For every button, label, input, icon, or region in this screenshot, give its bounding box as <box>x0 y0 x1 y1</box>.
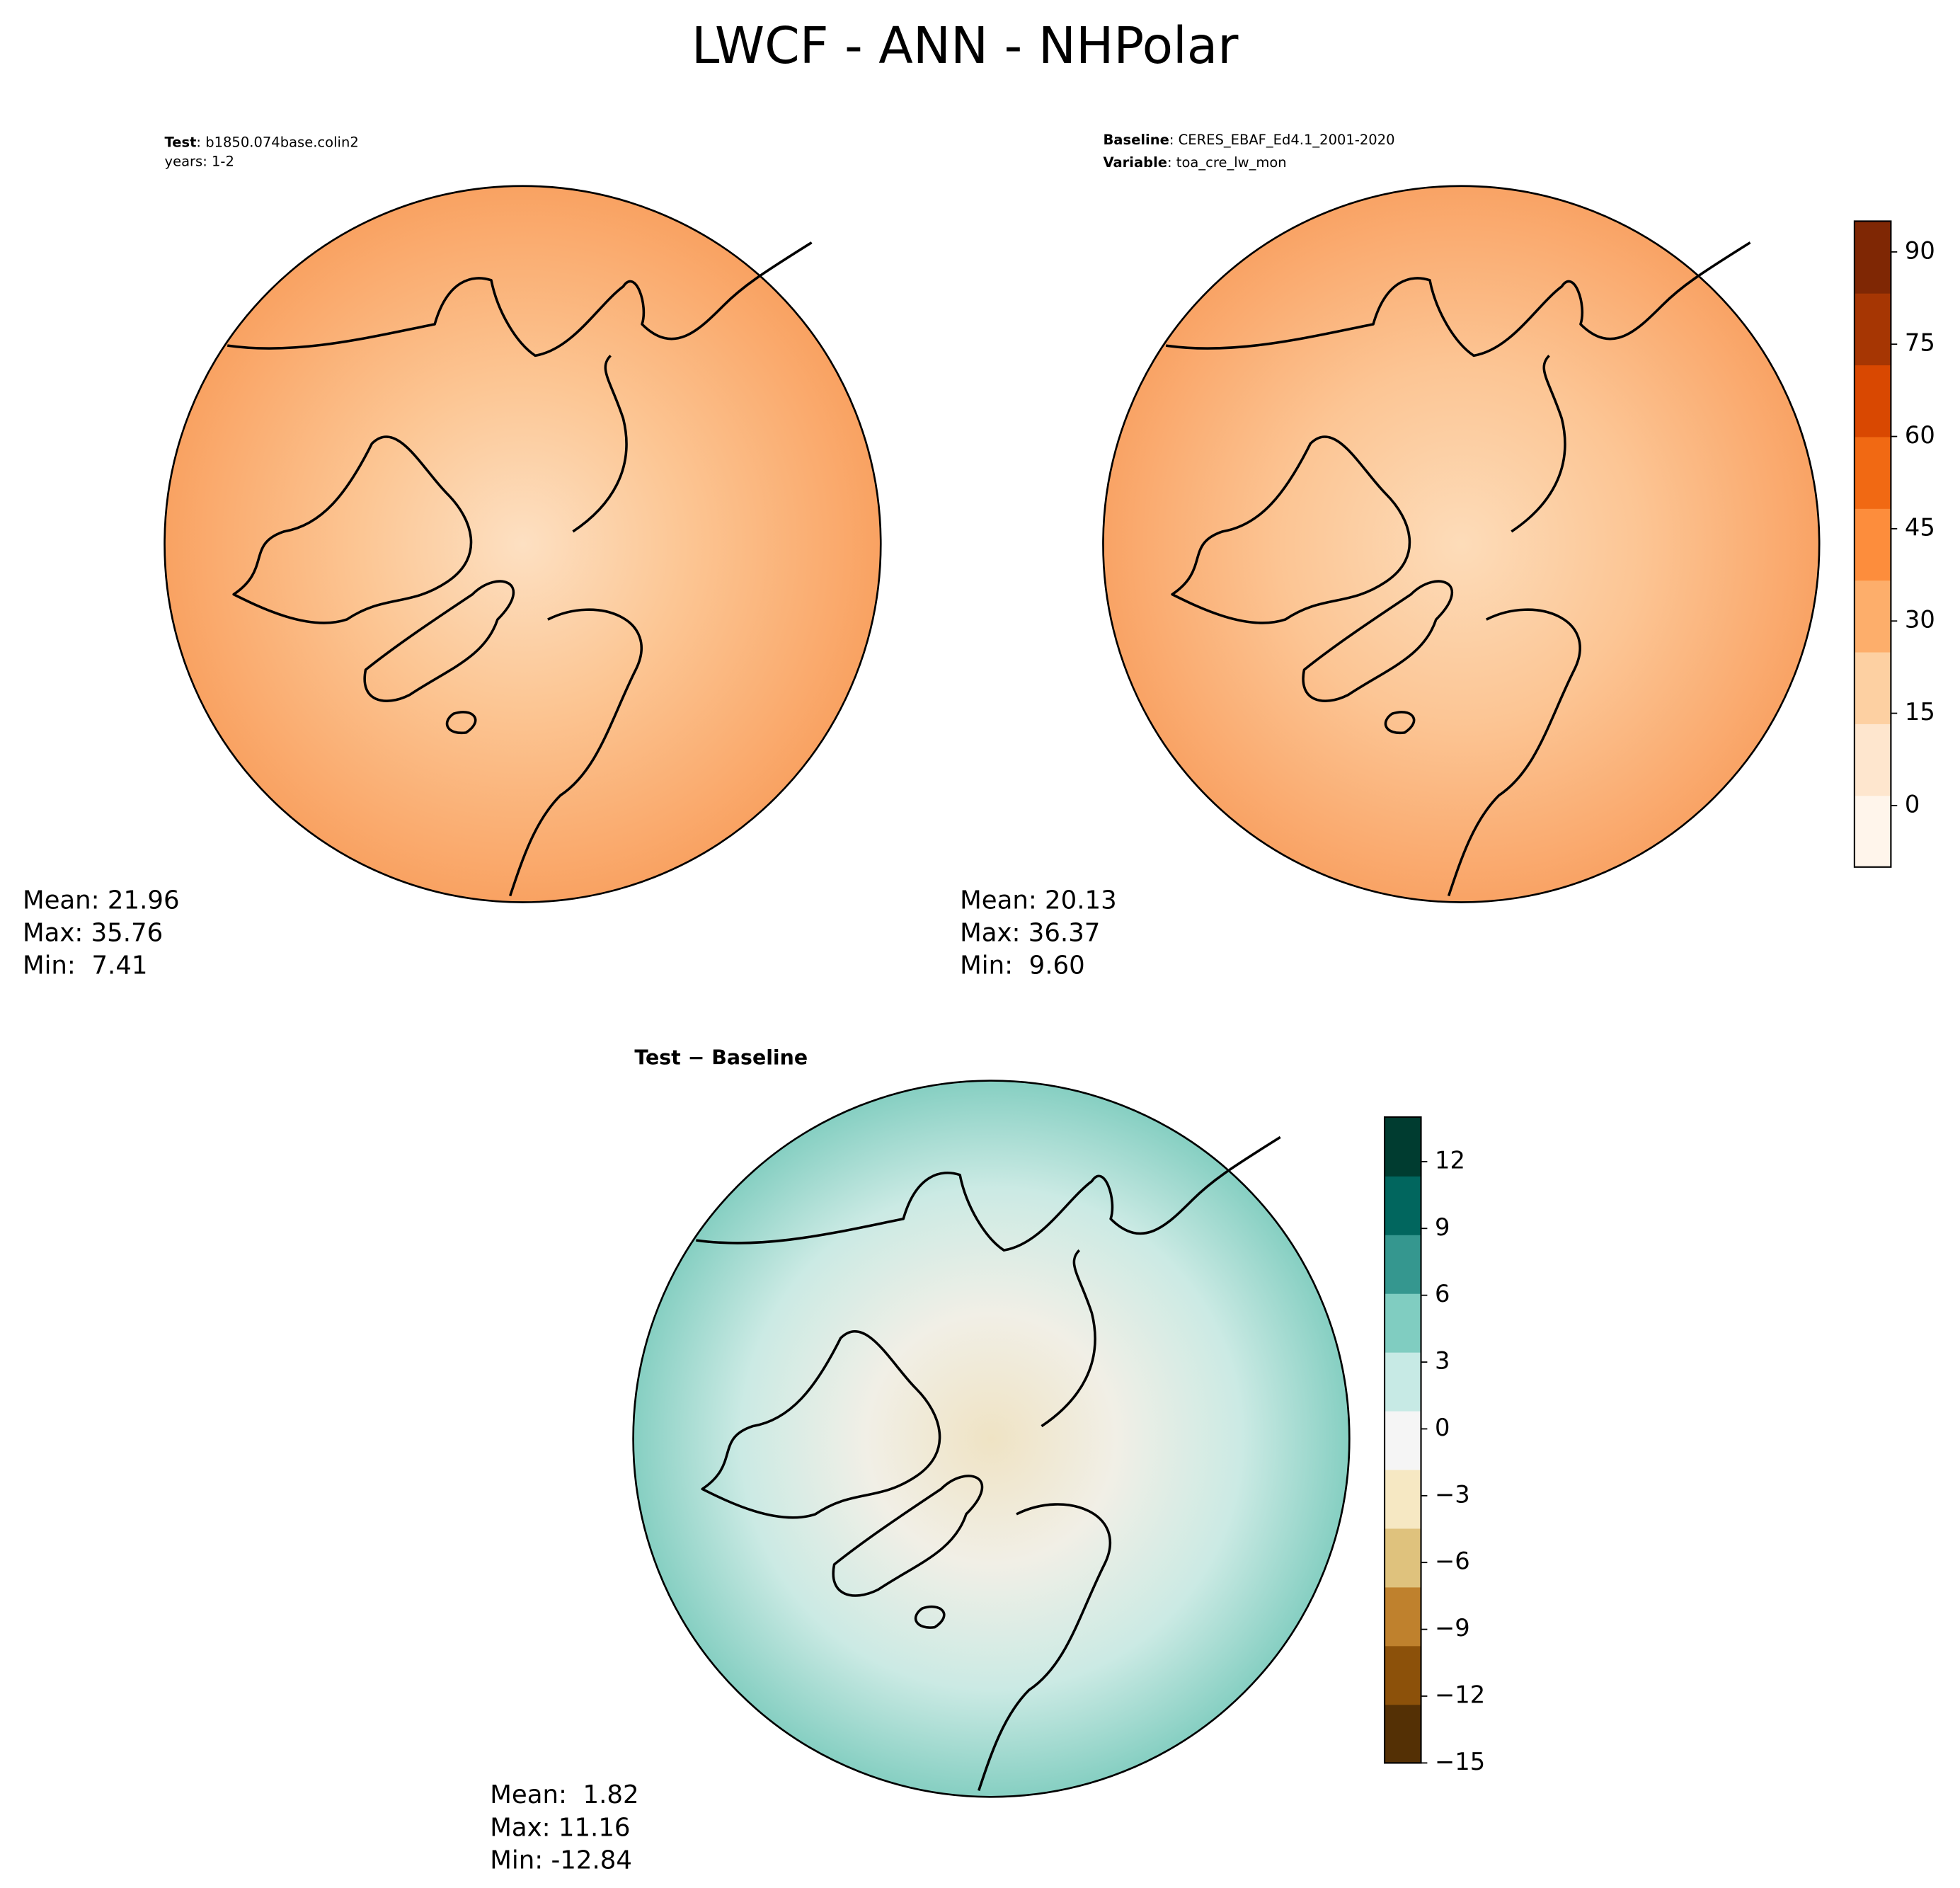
stat: Min: 9.60 <box>960 951 1085 980</box>
header: Variable: toa_cre_lw_mon <box>1103 154 1286 171</box>
header: Baseline: CERES_EBAF_Ed4.1_2001-2020 <box>1103 132 1394 148</box>
colorbar-band <box>1385 1351 1421 1412</box>
stat: Max: 11.16 <box>490 1813 630 1842</box>
colorbar-band <box>1385 1528 1421 1588</box>
colorbar-band <box>1854 580 1891 653</box>
colorbar-band <box>1854 795 1891 868</box>
map <box>1102 185 1821 903</box>
header: Test: b1850.074base.colin2 <box>165 135 359 151</box>
stat: Min: -12.84 <box>490 1846 632 1875</box>
colorbar-tick-label: 75 <box>1905 329 1935 357</box>
colorbar-tick-label: −3 <box>1435 1480 1470 1508</box>
panel-title: Test − Baseline <box>634 1046 808 1069</box>
colorbar-tick-label: 0 <box>1435 1414 1450 1441</box>
colorbar-frame <box>1383 1116 1422 1764</box>
colorbar-band <box>1385 1645 1421 1705</box>
header-label: Test <box>165 135 197 151</box>
colorbar-band <box>1854 651 1891 724</box>
colorbar-band <box>1854 292 1891 366</box>
colorbar-tick-label: −6 <box>1435 1547 1470 1575</box>
figure-title: LWCF - ANN - NHPolar <box>692 16 1239 75</box>
colorbar-tick-label: 60 <box>1905 421 1935 449</box>
colorbar-tick-label: 90 <box>1905 236 1935 264</box>
colorbar-tick-label: 30 <box>1905 606 1935 634</box>
header-label: Variable <box>1103 154 1167 171</box>
colorbar-band <box>1854 508 1891 581</box>
colorbar-band <box>1385 1469 1421 1529</box>
colorbar-band <box>1385 1586 1421 1647</box>
stat: Mean: 21.96 <box>23 886 180 915</box>
colorbar-band <box>1385 1117 1421 1177</box>
colorbar-tick-label: 3 <box>1435 1347 1450 1375</box>
colorbar-tick-label: −9 <box>1435 1614 1470 1642</box>
colorbar-band <box>1385 1293 1421 1353</box>
colorbar-band <box>1385 1175 1421 1235</box>
stat: Min: 7.41 <box>23 951 148 980</box>
colorbar-frame <box>1853 220 1892 868</box>
stat: Mean: 1.82 <box>490 1780 638 1809</box>
stat: Max: 36.37 <box>960 919 1100 948</box>
colorbar-tick-label: 9 <box>1435 1213 1450 1241</box>
colorbar-band <box>1385 1234 1421 1294</box>
colorbar-tick-label: 15 <box>1905 698 1935 726</box>
map <box>632 1080 1351 1798</box>
colorbar-tick-label: 6 <box>1435 1280 1450 1308</box>
colorbar-tick-label: −15 <box>1435 1748 1485 1775</box>
map-panel: Baseline: CERES_EBAF_Ed4.1_2001-2020 Var… <box>960 132 1821 980</box>
header-text: : toa_cre_lw_mon <box>1167 154 1287 171</box>
colorbar-tick-label: 12 <box>1435 1146 1465 1174</box>
header-text: : b1850.074base.colin2 <box>196 135 358 151</box>
colorbar-tick-label: 0 <box>1905 790 1920 818</box>
stat: Mean: 20.13 <box>960 886 1117 915</box>
colorbar-band <box>1854 436 1891 509</box>
colorbar-band <box>1854 723 1891 796</box>
colorbar-tick-label: −12 <box>1435 1681 1485 1708</box>
colorbar-band <box>1854 221 1891 294</box>
subheader: years: 1-2 <box>165 153 234 169</box>
colorbar-band <box>1385 1704 1421 1764</box>
header-text: : CERES_EBAF_Ed4.1_2001-2020 <box>1169 132 1395 148</box>
colorbar-tick-label: 45 <box>1905 513 1935 541</box>
map-panel: Test − Baseline Mean: 1.82 Max: 11.16 Mi… <box>490 1046 1351 1875</box>
header-label: Baseline <box>1103 132 1169 148</box>
colorbar-band <box>1385 1410 1421 1470</box>
map <box>164 185 882 903</box>
colorbar-band <box>1854 365 1891 437</box>
stat: Max: 35.76 <box>23 919 163 948</box>
map-panel: Test: b1850.074base.colin2 years: 1-2 Me… <box>23 135 882 980</box>
